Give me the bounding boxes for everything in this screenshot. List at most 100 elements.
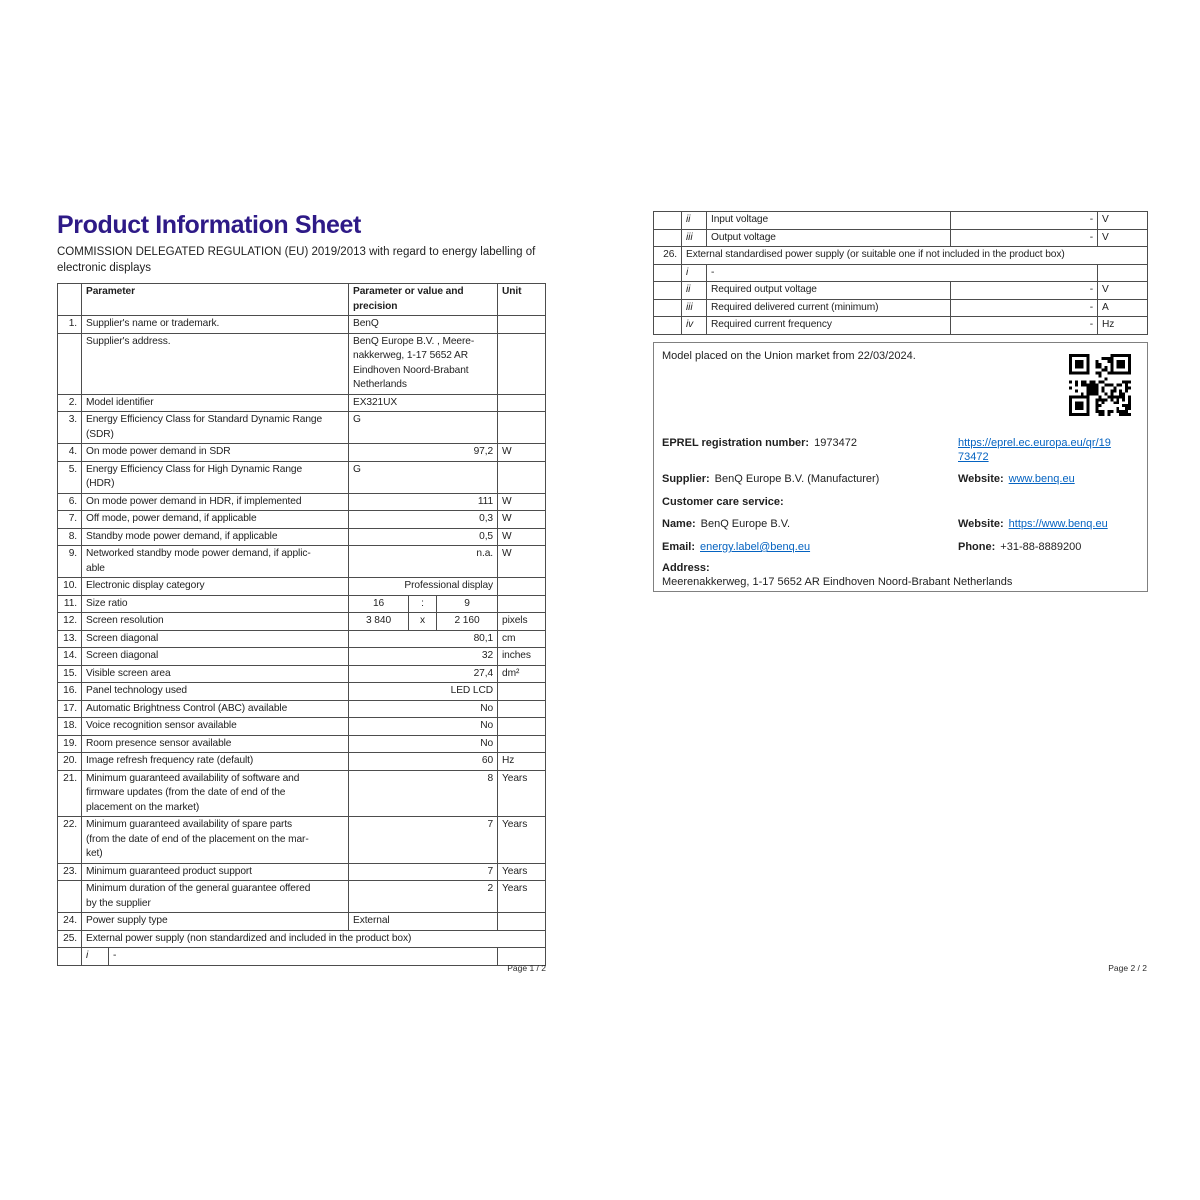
value-cell: 32 (348, 647, 499, 666)
parameter-cell: Energy Efficiency Class for High Dynamic… (80, 460, 350, 494)
row-number-cell: 21. (57, 769, 82, 817)
unit-cell (497, 699, 547, 718)
table-row: iii Output voltage - V (653, 228, 1148, 247)
value-cell: No (348, 734, 499, 753)
supplier-info-box: Model placed on the Union market from 22… (653, 342, 1148, 592)
unit-cell (497, 717, 547, 736)
parameter-cell: Screen resolution (80, 612, 350, 631)
eprel-link[interactable]: https://eprel.ec.europa.eu/qr/19 73472 (958, 437, 1111, 463)
parameter-cell: Voice recognition sensor available (80, 717, 350, 736)
value-cell: 60 (348, 752, 499, 771)
unit-cell (497, 411, 547, 444)
value-part-cell: 9 (436, 594, 499, 613)
row-number-cell (653, 263, 682, 282)
parameter-cell: Model identifier (80, 393, 350, 412)
value-cell: G (348, 460, 499, 494)
value-cell: - (950, 228, 1098, 247)
value-cell: BenQ Europe B.V. , Meere- nakkerweg, 1-1… (348, 332, 499, 395)
value-part-cell: : (408, 594, 438, 613)
row-number-cell: 25. (57, 929, 82, 948)
unit-cell: W (497, 527, 547, 546)
value-part-cell: x (408, 612, 438, 631)
parameter-cell: Input voltage (706, 211, 951, 230)
value-cell: 7 (348, 816, 499, 864)
supplier-value: BenQ Europe B.V. (Manufacturer) (714, 473, 880, 485)
table-row: 10. Electronic display category Profession… (57, 577, 547, 596)
row-number-cell (57, 880, 82, 913)
table-row: 5. Energy Efficiency Class for High Dynam… (57, 460, 547, 494)
page-title: Product Information Sheet (57, 211, 361, 239)
parameter-cell: Standby mode power demand, if applicable (80, 527, 350, 546)
parameter-cell: Automatic Brightness Control (ABC) avail… (80, 699, 350, 718)
value-cell: 97,2 (348, 443, 499, 462)
row-number-cell (57, 283, 82, 316)
value-cell: External (348, 912, 499, 931)
website-link[interactable]: www.benq.eu (1008, 473, 1075, 485)
name-row: Name: BenQ Europe B.V. Website: https://ww… (662, 517, 1139, 531)
sub-label-cell: - (706, 263, 1098, 282)
address-value: Meerenakkerweg, 1-17 5652 AR Eindhoven N… (662, 576, 1013, 588)
value-cell: G (348, 411, 499, 444)
parameter-cell: Minimum guaranteed availability of spare… (80, 816, 350, 864)
row-number-cell: 26. (653, 246, 682, 265)
row-number-cell (653, 298, 682, 317)
website-link-2[interactable]: https://www.benq.eu (1008, 518, 1108, 530)
website-label: Website: (958, 473, 1004, 485)
parameter-cell: Minimum guaranteed availability of softw… (80, 769, 350, 817)
sub-index-cell: ii (681, 211, 707, 230)
value-part-cell: 16 (348, 594, 410, 613)
eprel-label: EPREL registration number: (662, 437, 810, 449)
name-label: Name: (662, 518, 696, 530)
row-number-cell: 14. (57, 647, 82, 666)
value-part-cell: 3 840 (348, 612, 410, 631)
row-number-cell: 1. (57, 315, 82, 334)
parameter-cell: Screen diagonal (80, 647, 350, 666)
row-number-cell: 19. (57, 734, 82, 753)
value-cell: - (950, 211, 1098, 230)
unit-cell: W (497, 545, 547, 578)
row-number-cell: 23. (57, 862, 82, 881)
table-row: iv Required current frequency - Hz (653, 316, 1148, 335)
row-number-cell: 10. (57, 577, 82, 596)
table-row: 14. Screen diagonal 32 inches (57, 647, 547, 666)
value-cell: No (348, 699, 499, 718)
row-number-cell: 6. (57, 492, 82, 511)
section-label-cell: External power supply (non standardized … (80, 929, 547, 948)
parameter-cell: Visible screen area (80, 664, 350, 683)
value-cell: - (950, 316, 1098, 335)
supplier-row: Supplier: BenQ Europe B.V. (Manufacturer)… (662, 472, 1139, 486)
row-number-cell: 4. (57, 443, 82, 462)
parameter-cell: Networked standby mode power demand, if … (80, 545, 350, 578)
parameter-cell: Supplier's name or trademark. (80, 315, 350, 334)
parameter-cell: Supplier's address. (80, 332, 350, 395)
table-row: 26. External standardised power supply (o… (653, 246, 1148, 265)
value-cell: 80,1 (348, 629, 499, 648)
table-row: 15. Visible screen area 27,4 dm² (57, 664, 547, 683)
unit-cell: W (497, 443, 547, 462)
unit-cell (497, 460, 547, 494)
table-row: 16. Panel technology used LED LCD (57, 682, 547, 701)
row-number-cell: 15. (57, 664, 82, 683)
table-row: 13. Screen diagonal 80,1 cm (57, 629, 547, 648)
sub-index-cell: iii (681, 228, 707, 247)
value-cell: Professional display (348, 577, 499, 596)
unit-cell: Years (497, 769, 547, 817)
table-row: 25. External power supply (non standardiz… (57, 929, 547, 948)
sub-index-cell: ii (681, 281, 707, 300)
table-row: 23. Minimum guaranteed product support 7 Ye… (57, 862, 547, 881)
email-link[interactable]: energy.label@benq.eu (700, 541, 811, 553)
table-row: 20. Image refresh frequency rate (default… (57, 752, 547, 771)
row-number-cell: 7. (57, 510, 82, 529)
unit-cell: Years (497, 880, 547, 913)
table-row: 22. Minimum guaranteed availability of sp… (57, 816, 547, 864)
row-number-cell: 11. (57, 594, 82, 613)
parameter-cell: Minimum guaranteed product support (80, 862, 350, 881)
unit-cell (497, 577, 547, 596)
parameter-header: Parameter (80, 283, 350, 316)
row-number-cell (653, 228, 682, 247)
table-row: 2. Model identifier EX321UX (57, 393, 547, 412)
table-row: 12. Screen resolution 3 840 x 2 160 pixels (57, 612, 547, 631)
parameter-cell: On mode power demand in SDR (80, 443, 350, 462)
